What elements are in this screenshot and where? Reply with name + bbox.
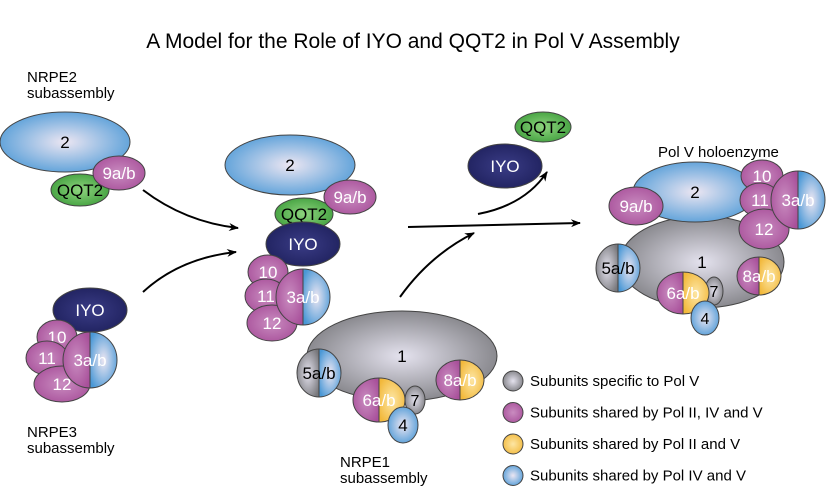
subunit-9a-b-shape: 9a/b	[323, 179, 377, 215]
legend: Subunits specific to Pol V Subunits share…	[502, 370, 763, 486]
nrpe3-sublabel: subassembly	[27, 440, 115, 457]
subunit-label: 6a/b	[666, 284, 699, 303]
subunit-label: 9a/b	[333, 188, 366, 207]
subunit-label: 11	[38, 349, 56, 368]
iyo-shape: IYO	[265, 221, 341, 267]
subunit-label: 10	[753, 167, 772, 186]
subunit-label: IYO	[75, 301, 104, 320]
subunit-label: 6a/b	[362, 391, 395, 410]
subunit-3a-b-shape: 3a/b	[770, 170, 826, 230]
subunit-2-shape: 2	[224, 134, 356, 196]
subunit-label: 12	[755, 220, 774, 239]
nrpe1-sublabel: subassembly	[340, 470, 428, 487]
subunit-5a-b-shape: 5a/b	[595, 243, 641, 293]
iyo-shape: IYO	[467, 143, 543, 189]
subunit-label: 4	[701, 311, 710, 328]
legend-swatch	[502, 370, 524, 392]
subunit-label: 12	[53, 375, 72, 394]
legend-label: Subunits shared by Pol II and V	[530, 436, 740, 453]
subunit-label: IYO	[288, 235, 317, 254]
holoenzyme-label: Pol V holoenzyme	[658, 144, 779, 161]
subunit-5a-b-shape: 5a/b	[296, 348, 342, 398]
nrpe1-group: 1 5a/b 8a/b 7 6a/b4	[296, 310, 498, 444]
subunit-6a-b-shape: 6a/b	[352, 377, 406, 423]
subunit-label: QQT2	[57, 181, 103, 200]
legend-label: Subunits specific to Pol V	[530, 373, 699, 390]
qqt2-shape: QQT2	[514, 111, 572, 143]
subunit-9a-b-shape: 9a/b	[92, 155, 146, 191]
legend-item: Subunits shared by Pol II, IV and V	[502, 402, 763, 423]
subunit-label: QQT2	[281, 205, 327, 224]
legend-item: Subunits shared by Pol II and V	[502, 433, 740, 455]
subunit-3a-b-shape: 3a/b	[275, 268, 331, 326]
subunit-label: 9a/b	[619, 197, 652, 216]
subunit-label: 4	[398, 416, 407, 435]
subunit-8a-b-shape: 8a/b	[435, 359, 485, 401]
legend-swatch	[502, 402, 524, 423]
subunit-label: QQT2	[520, 118, 566, 137]
subunit-label: 1	[397, 347, 406, 366]
nrpe1-label: NRPE1	[340, 454, 390, 471]
subunit-2-shape: 2	[0, 111, 131, 173]
subunit-9a-b-shape: 9a/b	[608, 186, 664, 226]
legend-item: Subunits shared by Pol IV and V	[502, 465, 746, 486]
subunit-label: IYO	[490, 157, 519, 176]
legend-item: Subunits specific to Pol V	[502, 370, 699, 392]
subunit-label: 11	[751, 191, 769, 210]
subunit-4-shape: 4	[690, 300, 720, 336]
arrow-to-holoenzyme	[407, 219, 581, 228]
subunit-label: 7	[411, 393, 420, 410]
subunit-label: 7	[710, 284, 719, 301]
subunit-label: 2	[690, 183, 699, 202]
nrpe2-label: NRPE2	[27, 69, 77, 86]
arrow-nrpe3-to-complex	[142, 248, 237, 293]
legend-swatch	[502, 433, 524, 455]
released-group: QQT2 IYO	[467, 111, 572, 189]
legend-swatch	[502, 465, 524, 486]
subunit-label: 10	[259, 263, 278, 282]
arrow-nrpe2-to-complex	[142, 189, 239, 231]
subunit-4-shape: 4	[387, 406, 419, 444]
subunit-label: 3a/b	[286, 288, 319, 307]
subunit-label: 8a/b	[742, 267, 775, 286]
subunit-10-shape: 10	[740, 159, 784, 193]
subunit-label: 3a/b	[73, 351, 106, 370]
subunit-label: 9a/b	[102, 164, 135, 183]
subunit-label: 1	[697, 253, 706, 272]
subunit-label: 12	[263, 314, 282, 333]
subunit-label: 2	[60, 133, 69, 152]
subunit-label: 11	[257, 287, 275, 306]
subunit-label: 2	[285, 156, 294, 175]
subunit-label: 5a/b	[601, 259, 634, 278]
nrpe3-label: NRPE3	[27, 424, 77, 441]
legend-label: Subunits shared by Pol II, IV and V	[530, 405, 763, 422]
arrow-release-iyo-qqt2	[477, 171, 548, 215]
qqt2-shape: QQT2	[50, 173, 110, 207]
legend-label: Subunits shared by Pol IV and V	[530, 468, 746, 485]
subunit-label: 5a/b	[302, 364, 335, 383]
arrow-nrpe1-up	[399, 232, 475, 298]
nrpe2-sublabel: subassembly	[27, 85, 115, 102]
subunit-label: 3a/b	[781, 191, 814, 210]
subunit-3a-b-shape: 3a/b	[62, 331, 118, 389]
subunit-label: 8a/b	[443, 371, 476, 390]
subunit-12-shape: 12	[738, 208, 790, 250]
iyo-shape: IYO	[52, 287, 128, 333]
subunit-8a-b-shape: 8a/b	[736, 256, 782, 296]
qqt2-shape: QQT2	[274, 197, 334, 231]
diagram-title: A Model for the Role of IYO and QQT2 in …	[146, 30, 680, 53]
